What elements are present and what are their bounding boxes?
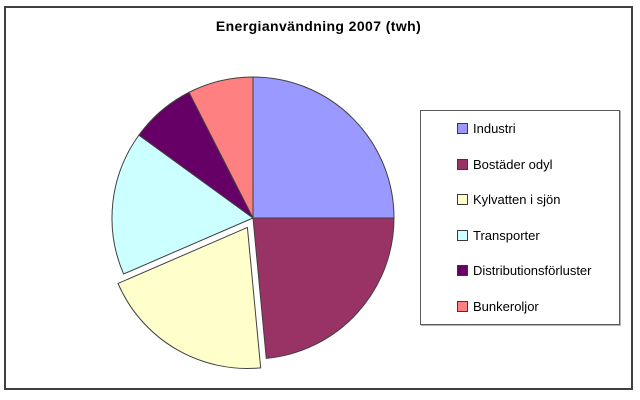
legend-label: Kylvatten i sjön: [473, 192, 561, 208]
pie-slice-bostader-odyl: [252, 217, 395, 359]
pie-slice-transporter: [111, 134, 255, 275]
legend-color-swatch: [457, 158, 468, 170]
chart-border-frame: Energianvändning 2007 (twh) Industri Bos…: [4, 6, 633, 390]
legend-box: Industri Bostäder odyl Kylvatten i sjön …: [420, 110, 620, 325]
legend-item-kylvatten-i-sjon: Kylvatten i sjön: [421, 193, 619, 206]
legend-color-swatch: [457, 300, 468, 312]
legend-label: Industri: [473, 121, 516, 137]
legend-color-swatch: [457, 194, 468, 206]
legend-label: Bostäder odyl: [473, 156, 553, 172]
legend-label: Distributionsförluster: [473, 263, 592, 279]
legend-label: Transporter: [473, 227, 540, 243]
legend-item-industri: Industri: [421, 122, 619, 135]
chart-title: Energianvändning 2007 (twh): [215, 18, 422, 34]
legend-item-distributionsforluster: Distributionsförluster: [421, 264, 619, 277]
legend-color-swatch: [457, 123, 468, 135]
legend-item-transporter: Transporter: [421, 229, 619, 242]
pie-slice-bunkeroljor: [188, 76, 254, 219]
legend-color-swatch: [457, 265, 468, 277]
legend-color-swatch: [457, 229, 468, 241]
pie-slice-kylvatten-i-sjon: [117, 226, 262, 369]
legend-item-bunkeroljor: Bunkeroljor: [421, 300, 619, 313]
legend-item-bostader-odyl: Bostäder odyl: [421, 158, 619, 171]
pie-chart: [111, 76, 395, 369]
legend-label: Bunkeroljor: [473, 298, 539, 314]
pie-chart-area: [100, 65, 406, 377]
pie-slice-industri: [252, 76, 395, 219]
